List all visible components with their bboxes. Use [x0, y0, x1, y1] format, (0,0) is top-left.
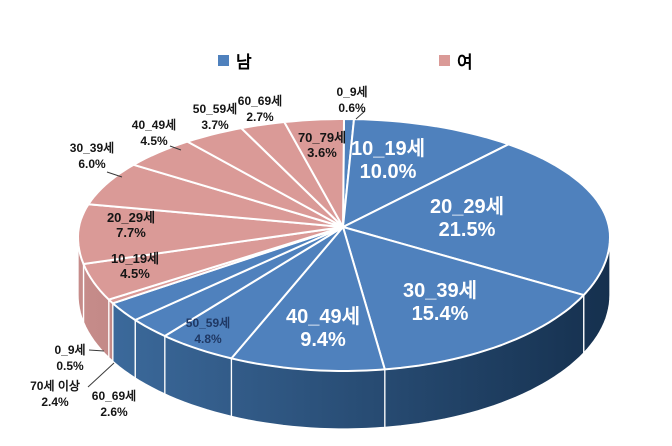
- label-leader-line: [169, 145, 182, 151]
- slice-label-value: 4.8%: [194, 332, 222, 346]
- slice-label-name: 50_59세: [185, 316, 231, 330]
- label-leader-line: [355, 110, 366, 120]
- slice-label-value: 9.4%: [300, 329, 346, 351]
- pie-slice-label: 40_49세 4.5%: [89, 117, 219, 149]
- pie-slice-label: 20_29세 21.5%: [402, 196, 532, 242]
- legend-swatch-female: [439, 54, 450, 66]
- pie-slice[interactable]: [163, 226, 344, 360]
- pie-slice-label: 60_69세 2.6%: [49, 388, 179, 420]
- slice-label-name: 40_49세: [131, 118, 177, 132]
- slice-label-value: 0.5%: [56, 359, 84, 373]
- slice-label-value: 10.0%: [359, 161, 417, 183]
- slice-label-name: 30_39세: [69, 141, 115, 155]
- slice-label-name: 60_69세: [237, 94, 283, 108]
- pie-slice-label: 0_9세 0.6%: [287, 84, 417, 116]
- legend-swatch-male: [218, 54, 229, 66]
- slice-label-value: 4.5%: [140, 134, 168, 148]
- legend-item-male[interactable]: 남: [218, 50, 252, 72]
- slice-label-name: 40_49세: [285, 306, 360, 328]
- slice-label-value: 3.6%: [307, 145, 337, 160]
- pie-slice[interactable]: [342, 143, 611, 297]
- slice-label-name: 10_19세: [110, 251, 160, 266]
- legend-label-male: 남: [236, 52, 252, 72]
- legend-item-female[interactable]: 여: [439, 50, 473, 72]
- pie-slice[interactable]: [342, 118, 510, 228]
- pie-slice-label: 60_69세 2.7%: [195, 93, 325, 125]
- slice-label-value: 3.7%: [201, 118, 229, 132]
- slice-label-name: 60_69세: [91, 389, 137, 403]
- slice-label-name: 20_29세: [429, 196, 504, 218]
- pie-slice-label: 20_29세 7.7%: [66, 210, 196, 240]
- pie-slice-label: 10_19세 10.0%: [323, 138, 453, 184]
- label-leader-line: [87, 362, 115, 388]
- pie-slice[interactable]: [342, 226, 585, 371]
- pie-slice-label: 40_49세 9.4%: [258, 306, 388, 352]
- label-leader-line: [106, 171, 123, 178]
- slice-label-name: 0_9세: [54, 343, 86, 357]
- pie-slice[interactable]: [186, 127, 344, 228]
- slice-label-value: 2.6%: [100, 405, 128, 419]
- pie-slice[interactable]: [77, 203, 344, 265]
- slice-label-value: 21.5%: [438, 219, 496, 241]
- slice-label-value: 2.7%: [246, 110, 274, 124]
- slice-label-name: 50_59세: [192, 102, 238, 116]
- pie-slice[interactable]: [230, 226, 386, 372]
- pie-slice-label: 30_39세 6.0%: [27, 140, 157, 172]
- label-leader-line: [88, 349, 105, 352]
- slice-label-name: 10_19세: [350, 138, 425, 160]
- pie-slice-label: 50_59세 4.8%: [143, 315, 273, 347]
- slice-label-name: 30_39세: [402, 280, 477, 302]
- slice-label-value: 4.5%: [120, 266, 150, 281]
- slice-label-name: 0_9세: [336, 85, 368, 99]
- slice-label-value: 7.7%: [116, 225, 146, 240]
- pie-slice[interactable]: [240, 121, 344, 228]
- slice-label-value: 15.4%: [411, 303, 469, 325]
- pie-slice-label: 50_59세 3.7%: [150, 101, 280, 133]
- slice-label-value: 2.4%: [41, 395, 69, 409]
- pie-slice-label: 70세 이상 2.4%: [0, 378, 120, 410]
- slice-label-value: 6.0%: [78, 157, 106, 171]
- slice-label-name: 70세 이상: [30, 379, 80, 393]
- pie-slice[interactable]: [283, 118, 345, 228]
- slice-label-value: 0.6%: [338, 101, 366, 115]
- pie-slice[interactable]: [87, 163, 344, 228]
- slice-label-name: 20_29세: [106, 210, 156, 225]
- slice-label-name: 70_79세: [297, 130, 347, 145]
- pie-slice-label: 30_39세 15.4%: [375, 280, 505, 326]
- legend-label-female: 여: [457, 52, 473, 72]
- pie-slice-label: 70_79세 3.6%: [257, 130, 387, 160]
- pie-slice-label: 0_9세 0.5%: [5, 342, 135, 374]
- pie-slice-label: 10_19세 4.5%: [70, 251, 200, 281]
